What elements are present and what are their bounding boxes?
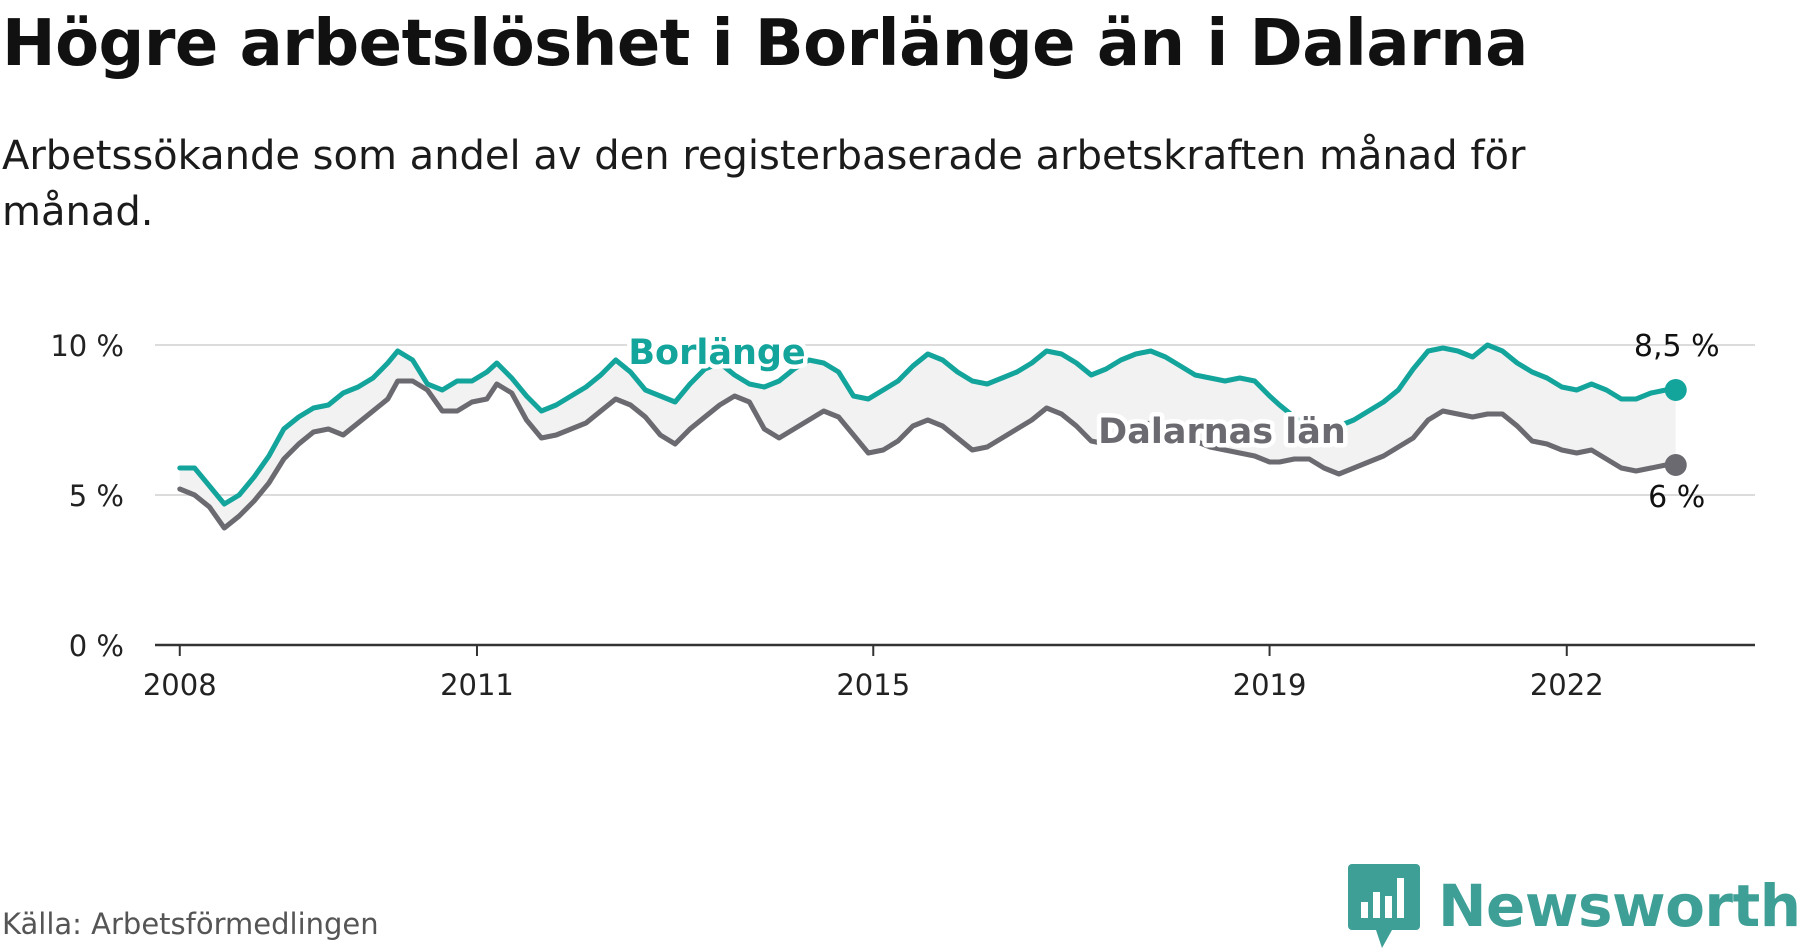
end-point-dalarna (1664, 454, 1687, 476)
series-label-borlange: Borlänge (628, 333, 805, 373)
series-label-dalarna: Dalarnas län (1098, 412, 1346, 452)
x-tick-label: 2015 (836, 668, 910, 702)
line-chart: 0 % 5 % 10 % 2008 2011 2015 2019 2022 6 % 8,5 % B… (50, 329, 1755, 702)
chart-title: Högre arbetslöshet i Borlänge än i Dalar… (2, 7, 1528, 81)
x-tick-label: 2022 (1530, 668, 1604, 702)
y-tick-label: 10 % (50, 329, 124, 363)
series-line-dalarna (177, 378, 1679, 531)
end-point-borlange (1664, 379, 1687, 401)
y-tick-label: 0 % (69, 629, 124, 663)
brand-name: Newsworthy (1438, 872, 1800, 940)
x-tick-label: 2008 (143, 668, 217, 702)
label-layer: 6 % 8,5 % Borlänge Dalarnas län (624, 329, 1720, 516)
bar-chart-icon (1348, 864, 1420, 948)
y-tick-label: 5 % (69, 479, 124, 513)
x-tick-label: 2011 (440, 668, 514, 702)
gap-area (179, 345, 1676, 528)
end-value-label-dalarna: 6 % (1648, 480, 1705, 515)
series-line-borlange (177, 342, 1679, 507)
end-value-label-borlange: 8,5 % (1634, 329, 1720, 364)
x-tick-label: 2019 (1233, 668, 1307, 702)
brand-logo[interactable]: Newsworthy (1348, 862, 1800, 950)
source-note: Källa: Arbetsförmedlingen (2, 907, 379, 941)
chart-subtitle: Arbetssökande som andel av den registerb… (2, 133, 1526, 235)
axis-layer: 0 % 5 % 10 % 2008 2011 2015 2019 2022 (50, 329, 1755, 702)
series-layer (177, 342, 1687, 531)
